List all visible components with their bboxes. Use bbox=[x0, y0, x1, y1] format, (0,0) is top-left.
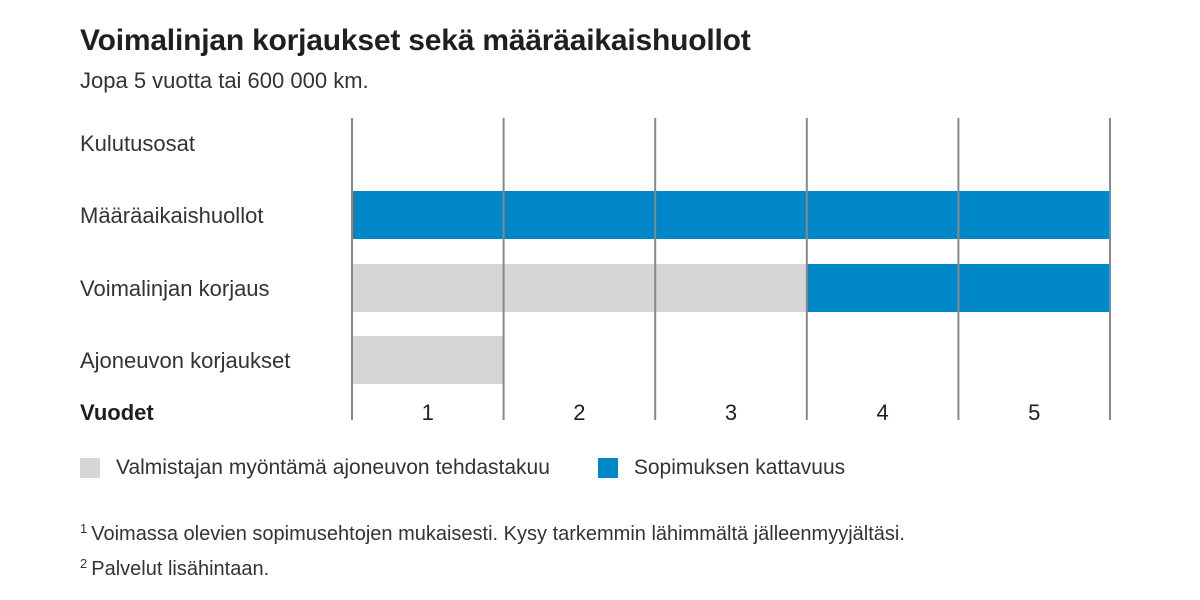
bar-contract-1 bbox=[352, 191, 1110, 239]
row-label: Ajoneuvon korjaukset bbox=[80, 348, 290, 373]
legend-label-warranty: Valmistajan myöntämä ajoneuvon tehdastak… bbox=[116, 456, 550, 479]
bar-warranty-2 bbox=[352, 264, 807, 312]
footnote-text: Voimassa olevien sopimusehtojen mukaises… bbox=[91, 523, 905, 545]
row-label: Määräaikaishuollot bbox=[80, 203, 263, 228]
chart-subtitle: Jopa 5 vuotta tai 600 000 km. bbox=[80, 68, 369, 93]
x-tick-label: 4 bbox=[876, 400, 888, 425]
x-tick-label: 2 bbox=[573, 400, 585, 425]
footnote-mark: 2 bbox=[80, 556, 88, 571]
footnote-mark: 1 bbox=[80, 521, 88, 536]
legend-swatch-contract bbox=[597, 458, 618, 478]
coverage-chart: Kulutusosat Määräaikaishuollot Voimalinjan… bbox=[80, 118, 1111, 425]
x-axis-title: Vuodet bbox=[80, 400, 154, 425]
bar-warranty-3 bbox=[352, 336, 504, 384]
legend-label-contract: Sopimuksen kattavuus bbox=[633, 456, 846, 479]
chart-title: Voimalinjan korjaukset sekä määräaikaish… bbox=[80, 24, 751, 57]
footnotes: 1 Voimassa olevien sopimusehtojen mukaise… bbox=[80, 514, 905, 584]
x-tick-label: 1 bbox=[422, 400, 434, 425]
chart-legend: Valmistajan myöntämä ajoneuvon tehdastak… bbox=[80, 456, 845, 480]
legend-swatch-warranty bbox=[80, 458, 100, 478]
x-tick-label: 3 bbox=[725, 400, 737, 425]
row-label: Kulutusosat bbox=[80, 131, 195, 156]
footnote-1: 1 Voimassa olevien sopimusehtojen mukaise… bbox=[80, 514, 905, 549]
x-tick-label: 5 bbox=[1028, 400, 1040, 425]
row-label: Voimalinjan korjaus bbox=[80, 276, 270, 301]
footnote-text: Palvelut lisähintaan. bbox=[91, 558, 270, 580]
legend-item-contract: Sopimuksen kattavuus bbox=[597, 456, 846, 480]
legend-item-warranty: Valmistajan myöntämä ajoneuvon tehdastak… bbox=[80, 456, 550, 480]
footnote-2: 2 Palvelut lisähintaan. bbox=[80, 549, 905, 584]
